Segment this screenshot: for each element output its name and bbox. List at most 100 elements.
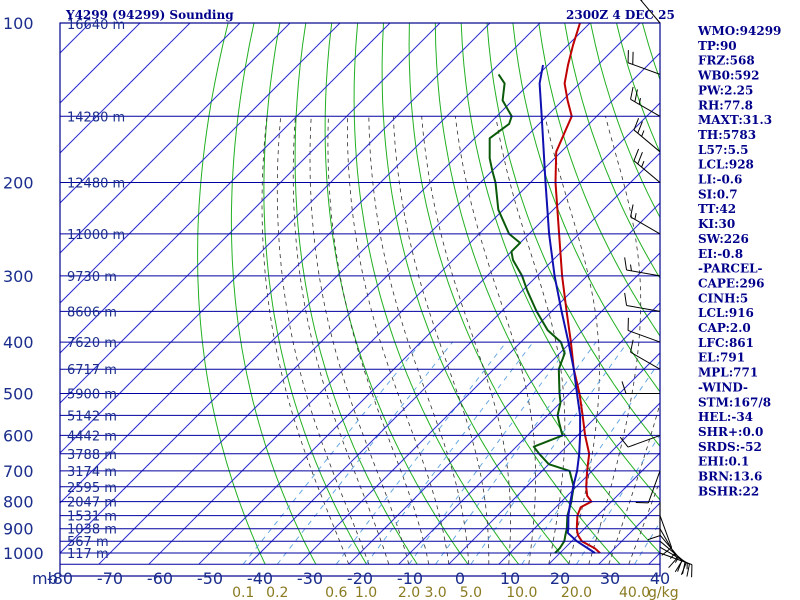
index-entry: CAPE:296 [698, 276, 765, 290]
temperature-tick-label: -40 [247, 569, 273, 588]
temperature-axis-labels: mb-80 -70 -60 -50 -40 -30 -20 -10 0 10 20 30 40 [32, 569, 670, 588]
wind-barb-flag [630, 86, 634, 100]
mixing-ratio-line [408, 341, 573, 565]
pressure-tick-label: 700 [3, 462, 34, 481]
isotherm [60, 23, 441, 404]
temperature-tick-label: 20 [550, 569, 570, 588]
temperature-tick-label: 10 [500, 569, 520, 588]
wind-barb-half-flag [641, 130, 645, 137]
wind-barb-staff [633, 160, 661, 183]
index-entry: SI:0.7 [698, 187, 738, 201]
index-entry: EHI:0.1 [698, 455, 749, 469]
height-label: 1531 m [67, 510, 117, 525]
index-entry: EI:-0.8 [698, 247, 743, 261]
index-entry: EL:791 [698, 351, 745, 365]
index-entry: BSHR:22 [698, 484, 759, 498]
height-label: 14280 m [67, 110, 125, 125]
isotherm [198, 102, 660, 565]
dry-adiabat [353, 23, 519, 565]
dry-adiabat [460, 23, 660, 501]
index-entry: SW:226 [698, 232, 749, 246]
isotherm [60, 23, 541, 504]
mixing-ratio-line [276, 341, 453, 565]
index-entry: -PARCEL- [698, 262, 763, 276]
mixing-ratio-line [521, 360, 660, 565]
mixing-ratio-line [365, 341, 534, 565]
mixing-ratio-labels: 0.1 0.2 0.6 1.0 2.0 3.0 5.0 10.0 20.0 40.0g/kg [232, 585, 679, 600]
isotherm [60, 23, 391, 354]
plot-frame [59, 22, 661, 577]
index-entry: MPL:771 [698, 366, 758, 380]
height-label: 12480 m [67, 177, 125, 192]
dry-adiabat [324, 23, 469, 565]
index-entry: LFC:861 [698, 336, 754, 350]
wind-barb-staff [659, 515, 673, 548]
wind-barb [619, 434, 661, 448]
wind-barb-staff [627, 329, 661, 343]
dry-adiabat [772, 23, 800, 564]
height-label: 5900 m [67, 387, 117, 402]
dry-adiabat [294, 23, 418, 565]
wind-barb-staff [626, 269, 661, 277]
temperature-tick-label: -60 [147, 569, 173, 588]
index-entry: TP:90 [698, 39, 737, 53]
mixing-ratio-label: 10.0 [506, 585, 537, 600]
wind-barb-half-flag [640, 0, 643, 2]
temperature-tick-label: -80 [47, 569, 73, 588]
temperature-tick-label: -70 [97, 569, 123, 588]
isotherm [60, 23, 341, 304]
wind-barbs [619, 0, 693, 578]
wind-barb-flag [661, 547, 672, 556]
height-label: 2047 m [67, 496, 117, 511]
wind-barb [624, 292, 661, 312]
wind-barb-half-flag [641, 161, 645, 168]
wind-barb-flag [619, 436, 629, 448]
moist-adiabat [261, 116, 350, 565]
wind-barb-half-flag [669, 553, 675, 559]
index-entry: HEL:-34 [698, 410, 753, 424]
pressure-tick-label: 800 [3, 493, 34, 512]
pressure-tick-label: 400 [3, 333, 34, 352]
wind-barb-half-flag [638, 98, 641, 105]
wind-barb-half-flag [630, 264, 632, 271]
mixing-ratio-label: 40.0 [619, 585, 650, 600]
chart-title: Y4299 (94299) Sounding [65, 8, 234, 22]
wind-barb-flag [674, 560, 683, 573]
temperature-tick-label: -50 [197, 569, 223, 588]
temperature-tick-label: -10 [397, 569, 423, 588]
isotherm [348, 252, 660, 565]
mixing-ratio-label: 1.0 [355, 585, 377, 600]
index-entry: L57:5.5 [698, 143, 748, 157]
index-entry: LI:-0.6 [698, 173, 742, 187]
wind-barb [659, 528, 678, 568]
wind-barb [635, 470, 661, 504]
dry-adiabat [197, 23, 266, 565]
moist-adiabat [495, 116, 566, 565]
mixing-ratio-label: 0.2 [266, 585, 288, 600]
isotherm [448, 352, 660, 565]
wind-barb-staff [640, 0, 661, 24]
index-entry: SHR+:0.0 [698, 425, 763, 439]
index-entry: MAXT:31.3 [698, 113, 772, 127]
wind-barb-flag [633, 148, 640, 161]
wind-barb [621, 381, 660, 394]
index-entry: LCL:928 [698, 158, 754, 172]
temperature-tick-label: 0 [455, 569, 465, 588]
wind-barb-flag [624, 257, 628, 271]
index-entry: PW:2.25 [698, 83, 753, 97]
index-entry: LCL:916 [698, 306, 754, 320]
index-entry: BRN:13.6 [698, 470, 762, 484]
pressure-tick-label: 500 [3, 384, 34, 403]
sounding-indices: WMO:94299TP:90FRZ:568WB0:592PW:2.25RH:77… [697, 24, 781, 498]
index-entry: TH:5783 [698, 128, 756, 142]
index-entry: STM:167/8 [698, 395, 771, 409]
chart-valid-time: 2300Z 4 DEC 25 [566, 8, 675, 22]
isotherm [548, 452, 660, 565]
temperature-tick-label: 40 [650, 569, 670, 588]
pressure-unit-label: mb [32, 569, 58, 588]
isotherm [498, 402, 660, 565]
dry-adiabat [408, 23, 621, 565]
index-entry: TT:42 [698, 202, 736, 216]
pressure-tick-label: 100 [3, 14, 34, 33]
mixing-ratio-label: 0.1 [232, 585, 254, 600]
